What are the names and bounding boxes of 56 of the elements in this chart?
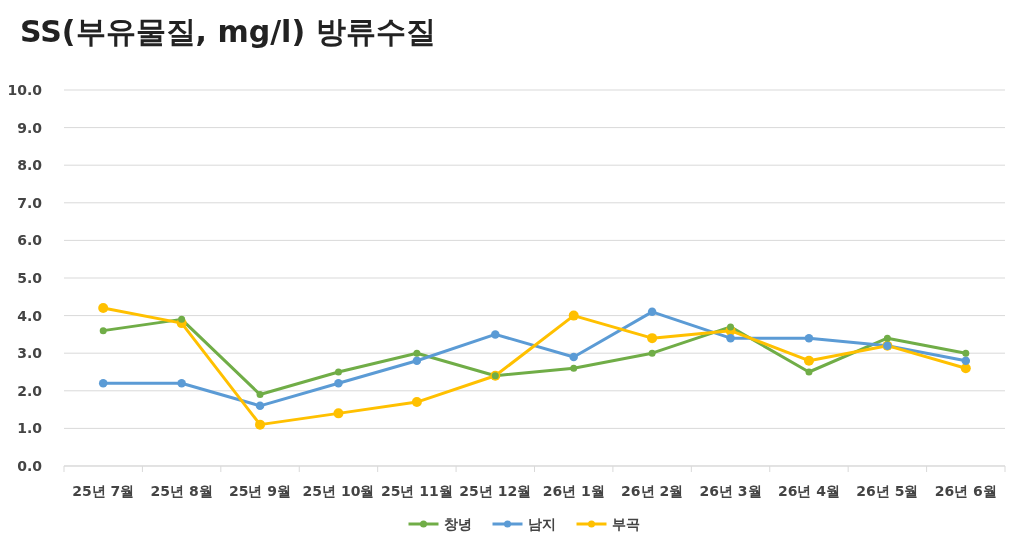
y-tick-label: 2.0 [17,382,43,399]
x-tick-label: 25년 9월 [228,483,292,499]
point [98,379,108,388]
x-tick-label: 25년 10월 [302,483,375,499]
point [570,364,578,372]
title: SS(부유물질, mg/l) 방류수질 [20,14,436,49]
x-tick-label: 25년 7월 [72,483,135,499]
y-tick-label: 6.0 [17,232,43,249]
point [648,349,656,357]
point [961,356,971,365]
legend-label: 창녕 [443,516,472,532]
y-tick-label: 3.0 [17,345,43,362]
point [99,327,107,335]
point [177,379,186,388]
point [803,355,814,366]
point [491,330,500,339]
y-tick-label: 1.0 [17,420,43,437]
x-tick-label: 26년 5월 [856,483,919,499]
legend-label: 부곡 [611,516,640,532]
point [568,310,579,321]
legend-label: 남지 [527,516,556,532]
x-tick-label: 26년 2월 [621,483,684,499]
point [962,349,970,357]
point [98,303,109,314]
point [647,307,657,317]
point [256,391,264,399]
point [255,419,266,430]
x-tick-label: 26년 6월 [934,483,997,499]
point [255,401,265,411]
point [883,334,891,342]
y-tick-label: 5.0 [17,270,43,286]
y-tick-label: 7.0 [17,194,43,211]
y-tick-label: 10.0 [7,82,43,98]
point [647,333,658,344]
y-tick-label: 8.0 [17,157,43,174]
x-tick-label: 25년 12월 [459,483,532,499]
point [178,315,186,323]
point [412,356,422,365]
point [334,368,342,376]
x-tick-label: 26년 4월 [777,483,841,499]
point [727,323,735,331]
x-tick-label: 26년 3월 [699,483,762,499]
point [333,408,344,419]
point [411,397,422,408]
point [569,352,578,362]
y-tick-label: 9.0 [17,119,43,136]
x-tick-label: 25년 8월 [150,483,213,499]
point [726,333,735,343]
x-tick-label: 26년 1월 [542,483,605,499]
y-tick-label: 0.0 [17,458,43,474]
y-tick-label: 4.0 [17,307,43,324]
point [805,368,813,376]
x-tick-label: 25년 11월 [380,483,453,499]
point [413,349,421,357]
point [334,379,343,388]
point [804,333,814,343]
